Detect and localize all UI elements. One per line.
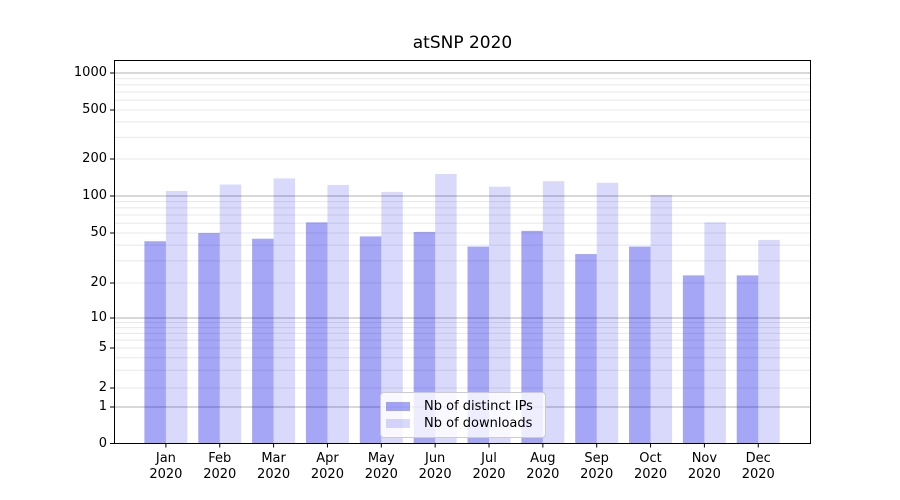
x-tick-month: Jul xyxy=(481,451,497,466)
bar-downloads-mar xyxy=(273,178,296,444)
x-tick-month: Oct xyxy=(639,451,662,466)
bar-downloads-may xyxy=(381,191,403,444)
bar-distinct-ips-apr xyxy=(305,222,328,444)
bar-downloads-aug xyxy=(542,181,565,444)
x-tick-year: 2020 xyxy=(257,467,291,482)
bar-distinct-ips-sep xyxy=(575,254,597,444)
x-tick-month: Dec xyxy=(745,451,771,466)
x-tick-month: Mar xyxy=(261,451,286,466)
x-tick-year: 2020 xyxy=(634,467,668,482)
y-tick-label-1000: 1000 xyxy=(73,65,107,80)
x-tick-label-aug: Aug 2020 xyxy=(516,451,570,483)
legend-swatch-downloads xyxy=(386,419,410,428)
x-tick-year: 2020 xyxy=(687,467,721,482)
x-tick-month: Jan xyxy=(155,451,176,466)
x-tick-year: 2020 xyxy=(149,467,183,482)
y-tick-label-1: 1 xyxy=(98,399,107,414)
y-tick-label-5: 5 xyxy=(98,340,107,355)
bar-distinct-ips-may xyxy=(359,236,382,444)
bar-downloads-oct xyxy=(650,194,673,444)
x-tick-year: 2020 xyxy=(310,467,344,482)
x-tick-label-mar: Mar 2020 xyxy=(247,451,301,483)
x-tick-label-sep: Sep 2020 xyxy=(570,451,624,483)
legend-label-distinct-ips: Nb of distinct IPs xyxy=(424,399,533,414)
x-tick-label-oct: Oct 2020 xyxy=(624,451,678,483)
bar-downloads-jul xyxy=(489,186,511,444)
y-tick-label-0: 0 xyxy=(98,435,107,451)
bar-distinct-ips-jan xyxy=(144,241,166,444)
x-tick-year: 2020 xyxy=(580,467,614,482)
x-tick-year: 2020 xyxy=(418,467,452,482)
x-tick-label-may: May 2020 xyxy=(354,451,408,483)
bar-distinct-ips-nov xyxy=(682,275,705,444)
y-tick-label-50: 50 xyxy=(90,225,107,240)
legend-swatch-distinct-ips xyxy=(386,402,410,411)
x-tick-year: 2020 xyxy=(472,467,506,482)
chart-title: atSNP 2020 xyxy=(412,33,513,53)
legend-label-downloads: Nb of downloads xyxy=(424,416,533,431)
x-tick-label-dec: Dec 2020 xyxy=(731,451,785,483)
x-tick-month: Feb xyxy=(208,451,232,466)
x-tick-year: 2020 xyxy=(203,467,237,482)
legend-box: Nb of distinct IPs Nb of downloads xyxy=(380,392,546,438)
x-tick-month: Jun xyxy=(424,451,446,466)
x-tick-month: Aug xyxy=(530,451,556,466)
bar-distinct-ips-oct xyxy=(629,246,651,444)
x-tick-label-apr: Apr 2020 xyxy=(300,451,354,483)
y-tick-label-10: 10 xyxy=(90,310,107,325)
x-tick-label-jul: Jul 2020 xyxy=(462,451,516,483)
x-tick-month: Nov xyxy=(691,451,718,466)
x-tick-year: 2020 xyxy=(364,467,398,482)
x-tick-label-nov: Nov 2020 xyxy=(677,451,731,483)
legend-row-downloads: Nb of downloads xyxy=(386,415,533,432)
bar-downloads-jun xyxy=(435,174,457,444)
bar-distinct-ips-jun xyxy=(413,231,436,444)
x-tick-label-feb: Feb 2020 xyxy=(193,451,247,483)
x-tick-label-jun: Jun 2020 xyxy=(408,451,462,483)
bar-downloads-dec xyxy=(758,239,780,444)
bar-distinct-ips-feb xyxy=(198,233,220,444)
x-tick-month: Sep xyxy=(584,451,609,466)
x-tick-year: 2020 xyxy=(741,467,775,482)
bar-downloads-sep xyxy=(596,182,619,444)
y-tick-label-2: 2 xyxy=(98,380,107,395)
bar-downloads-feb xyxy=(219,184,242,444)
plot-border xyxy=(114,60,811,444)
legend-row-distinct-ips: Nb of distinct IPs xyxy=(386,398,533,415)
y-tick-label-100: 100 xyxy=(82,188,107,203)
bar-distinct-ips-dec xyxy=(736,275,759,444)
x-tick-month: May xyxy=(367,451,395,466)
y-tick-label-20: 20 xyxy=(90,275,107,290)
bar-downloads-jan xyxy=(165,190,188,444)
bar-downloads-nov xyxy=(704,222,726,444)
x-tick-month: Apr xyxy=(316,451,339,466)
bar-distinct-ips-aug xyxy=(521,230,543,444)
x-tick-year: 2020 xyxy=(526,467,560,482)
y-tick-label-200: 200 xyxy=(82,151,107,166)
bar-distinct-ips-mar xyxy=(252,238,274,444)
y-tick-label-500: 500 xyxy=(82,102,107,117)
x-tick-label-jan: Jan 2020 xyxy=(139,451,193,483)
bar-downloads-apr xyxy=(327,184,349,444)
